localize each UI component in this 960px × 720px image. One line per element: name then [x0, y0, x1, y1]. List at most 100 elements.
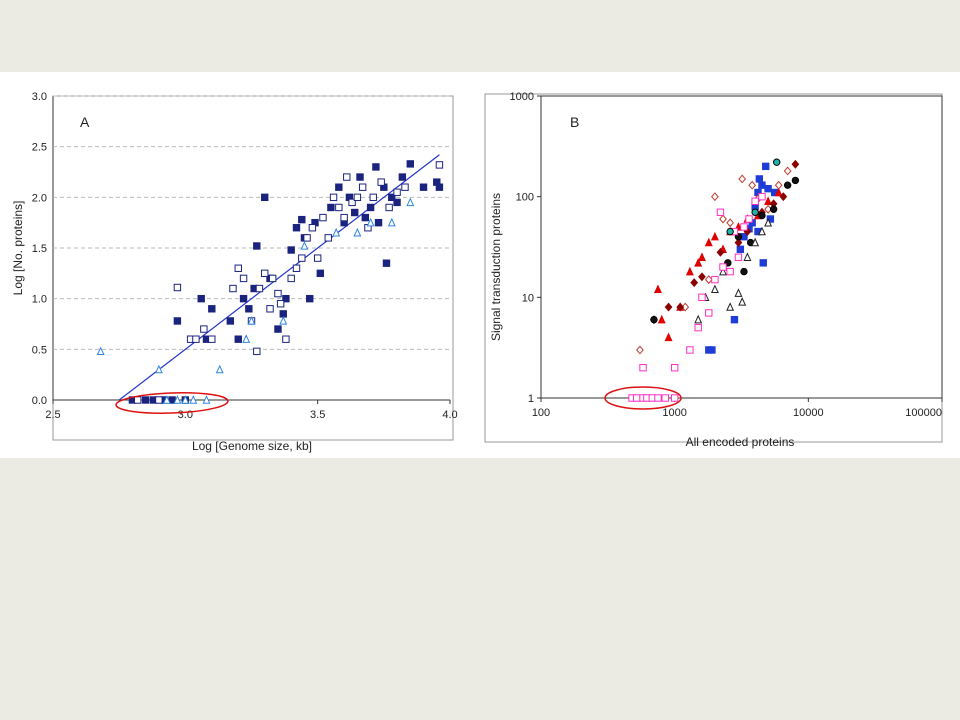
panel-b-data-point	[705, 309, 713, 317]
panel-b-data-point	[704, 275, 713, 285]
panel-b-data-point	[698, 272, 706, 282]
panel-a-y-tick-label: 1.5	[32, 243, 47, 255]
panel-a-data-point	[192, 335, 200, 343]
panel-b-data-point	[791, 159, 800, 169]
panel-a-x-tick-label: 4.0	[442, 409, 457, 421]
panel-a-data-point	[327, 203, 335, 212]
panel-a-data-point	[247, 316, 256, 325]
panel-a-data-point	[181, 395, 190, 404]
panel-a-data-point	[298, 254, 306, 262]
panel-a-x-tick-label: 3.0	[178, 409, 193, 421]
panel-b-label: B	[570, 114, 579, 130]
panel-a-data-point	[173, 317, 182, 325]
panel-a-x-tick-label: 3.5	[310, 409, 325, 421]
panel-a-data-point	[385, 203, 393, 212]
panel-a-y-tick-label: 2.5	[32, 142, 47, 154]
panel-a-data-point	[369, 193, 377, 202]
panel-a-data-point	[398, 173, 407, 181]
panel-a-data-point	[435, 161, 444, 169]
panel-a-data-point	[261, 193, 269, 202]
panel-b-data-point	[636, 345, 644, 355]
panel-a-trendline	[118, 154, 440, 401]
panel-a-data-point	[202, 395, 211, 404]
panel-a-data-point	[388, 193, 396, 202]
panel-b-data-point	[710, 231, 719, 241]
panel-a-data-point	[173, 395, 182, 404]
panel-a-data-point	[406, 197, 415, 207]
panel-a-data-point	[356, 173, 364, 181]
panel-a-data-point	[266, 305, 274, 313]
panel-a-data-point	[245, 305, 253, 313]
panel-a-y-tick-label: 1.0	[32, 294, 47, 306]
panel-a-data-point	[242, 334, 251, 343]
panel-a-data-point	[335, 203, 343, 212]
panel-b-data-point	[791, 176, 800, 185]
panel-b-data-point	[719, 214, 727, 224]
panel-a-y-tick-labels: 0.0 0.5 1.0 1.5 2.0 2.5 3.0	[32, 91, 47, 407]
panel-b-data-point	[716, 208, 725, 216]
panel-a-data-point	[96, 346, 105, 356]
panel-a-data-point	[274, 325, 282, 333]
panel-a-data-point	[253, 347, 261, 356]
panel-b-data-point	[773, 158, 781, 166]
panel-a-data-point	[366, 217, 375, 227]
panel-b-y-tick-label: 1000	[510, 91, 534, 103]
panel-b-data-point	[704, 237, 713, 247]
panel-b-data-point	[738, 297, 747, 306]
panel-b-annotation-circle	[604, 386, 682, 410]
panel-b-data-point	[726, 302, 735, 311]
panel-b-x-axis-label: All encoded proteins	[686, 435, 795, 449]
panel-a-data-point	[308, 224, 317, 232]
panel-b-chart: 1 10 100 1000 100 1000 10000 100000 B All enco…	[484, 91, 943, 449]
panel-a-data-point	[200, 325, 208, 333]
panel-a-data-point	[276, 300, 285, 308]
panel-b-data-point	[726, 267, 734, 276]
panel-b-data-point	[751, 208, 759, 216]
panel-b-data-points	[628, 158, 800, 402]
panel-b-data-point	[681, 302, 690, 312]
panel-b-data-point	[774, 187, 783, 197]
panel-b-data-point	[719, 263, 727, 271]
panel-b-data-point	[738, 174, 747, 184]
panel-b-data-point	[654, 394, 662, 402]
panel-a-data-point	[292, 224, 301, 232]
panel-a-data-point	[287, 274, 295, 283]
panel-a-data-point	[340, 213, 348, 222]
panel-b-data-point	[757, 226, 766, 236]
panel-a-data-point	[155, 396, 163, 404]
panel-b-data-point	[711, 192, 719, 202]
panel-a-data-point	[377, 178, 385, 186]
panel-b-data-point	[653, 284, 662, 294]
panel-a-data-point	[406, 160, 415, 168]
panel-a-data-point	[313, 254, 322, 262]
panel-b-data-point	[633, 394, 641, 402]
panel-a-data-point	[306, 294, 314, 303]
panel-b-data-point	[734, 253, 743, 261]
panel-b-data-point	[743, 252, 752, 261]
panel-b-x-tick-label: 100	[532, 407, 550, 419]
panel-b-data-point	[734, 288, 743, 297]
panel-b-data-point	[664, 332, 673, 342]
panel-a-data-point	[274, 289, 282, 298]
panel-a-frame	[52, 95, 454, 441]
panel-a-data-point	[239, 294, 248, 303]
panel-a-data-point	[208, 335, 216, 343]
panel-a-data-point	[141, 396, 150, 404]
panel-b-data-point	[766, 215, 775, 223]
panel-a-y-tick-label: 2.0	[32, 192, 47, 204]
panel-a-data-point	[268, 274, 277, 283]
panel-a-data-point	[353, 227, 362, 237]
panel-a-data-point	[189, 395, 198, 404]
panel-a-data-point	[316, 269, 325, 278]
panel-b-data-point	[670, 363, 679, 372]
panel-a-data-point	[353, 193, 362, 202]
panel-b-data-point	[710, 284, 719, 294]
panel-a-data-point	[292, 264, 301, 272]
panel-a-y-axis-label: Log [No. proteins]	[11, 201, 25, 296]
panel-a-data-point	[282, 294, 290, 303]
panel-b-data-point	[769, 205, 778, 213]
panel-b-data-point	[694, 323, 702, 332]
panel-a-data-point	[358, 183, 367, 191]
panel-b-data-point	[657, 314, 666, 324]
panel-a-data-point	[351, 208, 359, 217]
